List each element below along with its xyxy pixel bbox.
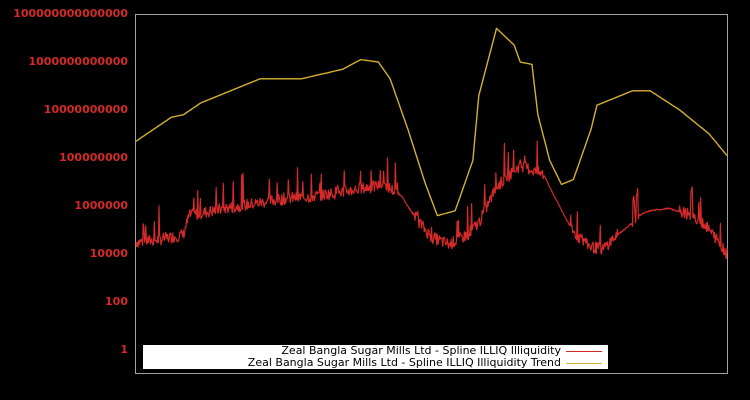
- y-tick-label: 100000000: [59, 151, 128, 164]
- y-tick-label: 1000000000000: [28, 55, 129, 68]
- y-tick-label: 100: [105, 295, 128, 308]
- y-tick-label: 10000000000: [43, 103, 128, 116]
- legend-swatch-illiquidity: [566, 351, 602, 352]
- y-tick-label: 1000000: [74, 199, 128, 212]
- illiquidity-series-line: [135, 140, 728, 260]
- y-tick-label: 100000000000000: [13, 7, 128, 20]
- plot-area: [135, 14, 728, 374]
- illiquidity-trend-line: [135, 27, 728, 217]
- legend-label-trend: Zeal Bangla Sugar Mills Ltd - Spline ILL…: [247, 356, 561, 369]
- legend-swatch-trend: [566, 363, 602, 364]
- y-tick-label: 10000: [89, 247, 128, 260]
- y-tick-label: 1: [120, 343, 128, 356]
- legend-label-illiquidity: Zeal Bangla Sugar Mills Ltd - Spline ILL…: [281, 344, 561, 357]
- legend: Zeal Bangla Sugar Mills Ltd - Spline ILL…: [143, 345, 608, 369]
